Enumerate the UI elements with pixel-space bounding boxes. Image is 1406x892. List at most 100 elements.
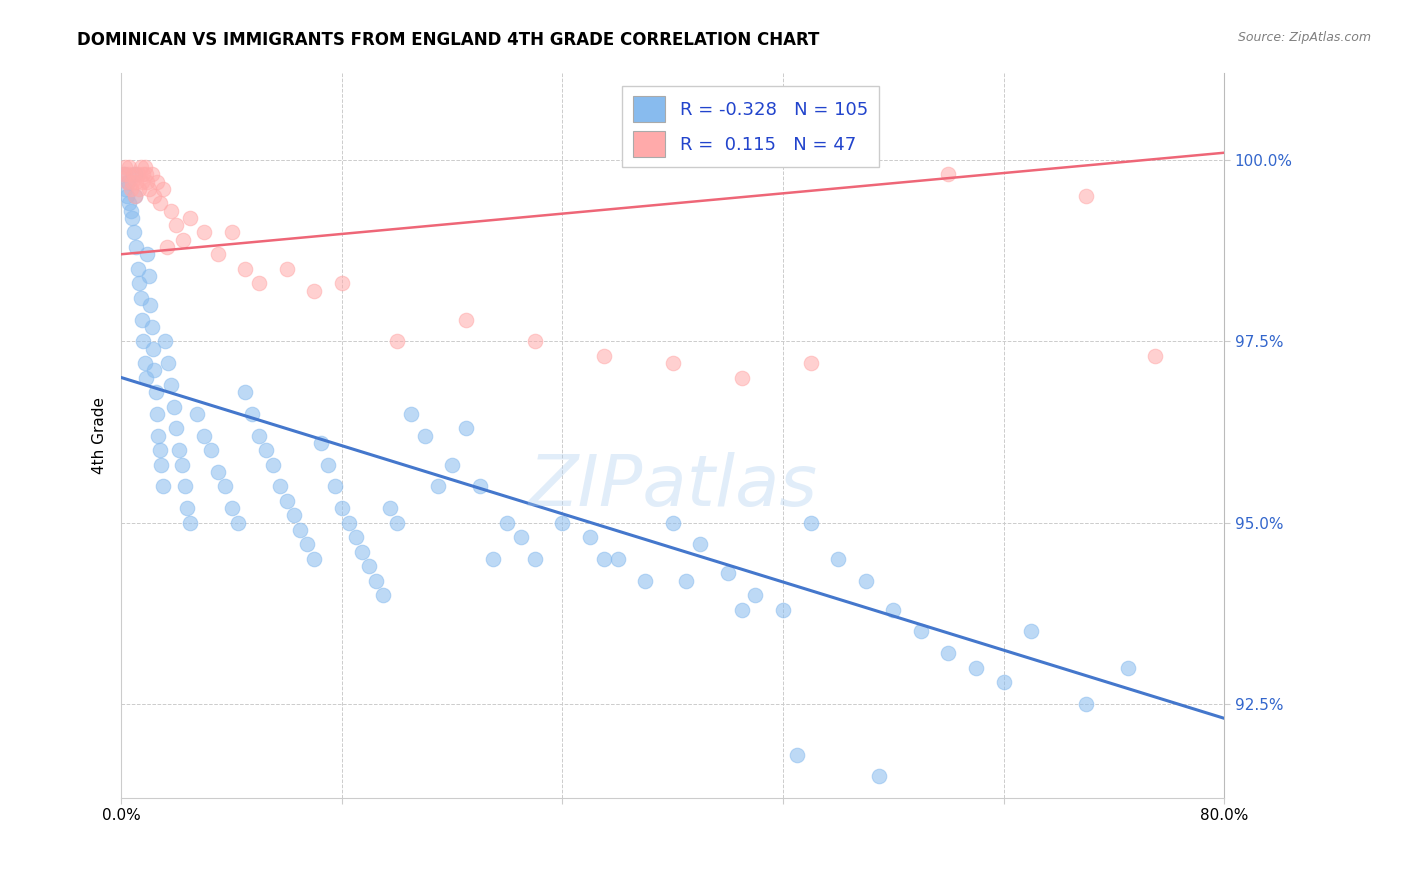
- Point: [160, 377, 183, 392]
- Point: [141, 168, 163, 182]
- Point: [359, 559, 381, 574]
- Point: [179, 211, 201, 225]
- Point: [454, 312, 477, 326]
- Point: [170, 458, 193, 472]
- Point: [290, 523, 312, 537]
- Point: [124, 189, 146, 203]
- Point: [882, 602, 904, 616]
- Point: [385, 334, 408, 349]
- Point: [675, 574, 697, 588]
- Point: [316, 458, 339, 472]
- Point: [496, 516, 519, 530]
- Text: ZIPatlas: ZIPatlas: [529, 451, 817, 521]
- Point: [523, 334, 546, 349]
- Point: [167, 443, 190, 458]
- Text: DOMINICAN VS IMMIGRANTS FROM ENGLAND 4TH GRADE CORRELATION CHART: DOMINICAN VS IMMIGRANTS FROM ENGLAND 4TH…: [77, 31, 820, 49]
- Point: [128, 182, 150, 196]
- Point: [938, 168, 960, 182]
- Point: [146, 175, 169, 189]
- Text: Source: ZipAtlas.com: Source: ZipAtlas.com: [1237, 31, 1371, 45]
- Point: [661, 356, 683, 370]
- Point: [115, 189, 138, 203]
- Point: [145, 384, 167, 399]
- Point: [193, 428, 215, 442]
- Point: [162, 400, 184, 414]
- Point: [139, 298, 162, 312]
- Point: [155, 334, 177, 349]
- Point: [247, 428, 270, 442]
- Point: [399, 407, 422, 421]
- Point: [592, 349, 614, 363]
- Point: [965, 660, 987, 674]
- Point: [124, 189, 146, 203]
- Point: [143, 363, 166, 377]
- Point: [165, 421, 187, 435]
- Point: [523, 551, 546, 566]
- Point: [118, 196, 141, 211]
- Point: [221, 501, 243, 516]
- Point: [129, 160, 152, 174]
- Point: [131, 175, 153, 189]
- Point: [214, 479, 236, 493]
- Point: [118, 160, 141, 174]
- Point: [157, 356, 180, 370]
- Point: [127, 261, 149, 276]
- Point: [136, 247, 159, 261]
- Point: [148, 428, 170, 442]
- Y-axis label: 4th Grade: 4th Grade: [93, 397, 107, 474]
- Point: [1076, 189, 1098, 203]
- Point: [135, 168, 157, 182]
- Point: [413, 428, 436, 442]
- Point: [441, 458, 464, 472]
- Point: [143, 189, 166, 203]
- Point: [800, 516, 823, 530]
- Point: [150, 458, 173, 472]
- Point: [344, 530, 367, 544]
- Point: [114, 160, 136, 174]
- Point: [993, 675, 1015, 690]
- Point: [330, 277, 353, 291]
- Point: [454, 421, 477, 435]
- Point: [146, 407, 169, 421]
- Point: [172, 233, 194, 247]
- Point: [114, 182, 136, 196]
- Point: [730, 370, 752, 384]
- Point: [156, 240, 179, 254]
- Point: [141, 319, 163, 334]
- Point: [689, 537, 711, 551]
- Point: [120, 182, 142, 196]
- Point: [744, 588, 766, 602]
- Point: [152, 182, 174, 196]
- Point: [276, 493, 298, 508]
- Point: [323, 479, 346, 493]
- Point: [366, 574, 388, 588]
- Point: [606, 551, 628, 566]
- Point: [634, 574, 657, 588]
- Point: [1076, 697, 1098, 711]
- Point: [124, 168, 146, 182]
- Point: [129, 291, 152, 305]
- Point: [786, 747, 808, 762]
- Point: [121, 175, 143, 189]
- Point: [138, 182, 160, 196]
- Point: [134, 160, 156, 174]
- Point: [269, 479, 291, 493]
- Point: [131, 312, 153, 326]
- Point: [276, 261, 298, 276]
- Point: [228, 516, 250, 530]
- Point: [152, 479, 174, 493]
- Point: [186, 407, 208, 421]
- Point: [468, 479, 491, 493]
- Point: [117, 175, 139, 189]
- Point: [207, 247, 229, 261]
- Point: [138, 268, 160, 283]
- Point: [121, 211, 143, 225]
- Point: [827, 551, 849, 566]
- Point: [302, 551, 325, 566]
- Point: [378, 501, 401, 516]
- Point: [551, 516, 574, 530]
- Point: [910, 624, 932, 639]
- Point: [115, 175, 138, 189]
- Point: [427, 479, 450, 493]
- Point: [254, 443, 277, 458]
